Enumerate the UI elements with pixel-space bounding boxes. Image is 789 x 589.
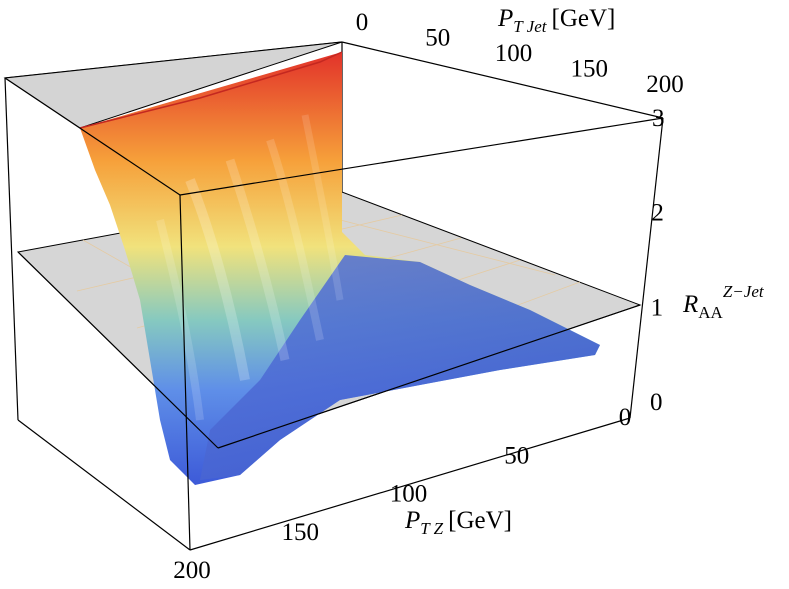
x-tick-50: 50 <box>425 25 450 52</box>
z-axis-ticks: 0 1 2 3 <box>650 105 665 416</box>
x-axis-label: PT Jet [GeV] <box>497 5 615 36</box>
surface-ripples <box>156 114 344 421</box>
y-axis-ticks: 0 50 100 150 200 <box>173 404 631 584</box>
surface-top-ridge <box>79 51 343 129</box>
z-tick-2: 2 <box>651 200 664 227</box>
z-tick-3: 3 <box>652 105 665 132</box>
x-axis-ticks: 0 50 100 150 200 <box>356 9 684 98</box>
y-tick-100: 100 <box>390 481 428 508</box>
surface <box>79 51 600 485</box>
z-axis-label: RAAZ−Jet <box>682 282 765 322</box>
z-tick-1: 1 <box>651 294 664 321</box>
y-tick-150: 150 <box>282 519 320 546</box>
y-tick-0: 0 <box>619 404 632 431</box>
y-tick-200: 200 <box>173 557 211 584</box>
x-tick-100: 100 <box>495 40 533 67</box>
y-tick-50: 50 <box>504 442 529 469</box>
surface-flat-region <box>200 255 600 480</box>
z-tick-0: 0 <box>650 389 663 416</box>
x-tick-150: 150 <box>571 56 609 83</box>
x-tick-200: 200 <box>646 71 684 98</box>
front-box-edges <box>4 77 664 551</box>
x-tick-0: 0 <box>356 9 369 36</box>
y-axis-label: PT Z [GeV] <box>404 507 512 538</box>
